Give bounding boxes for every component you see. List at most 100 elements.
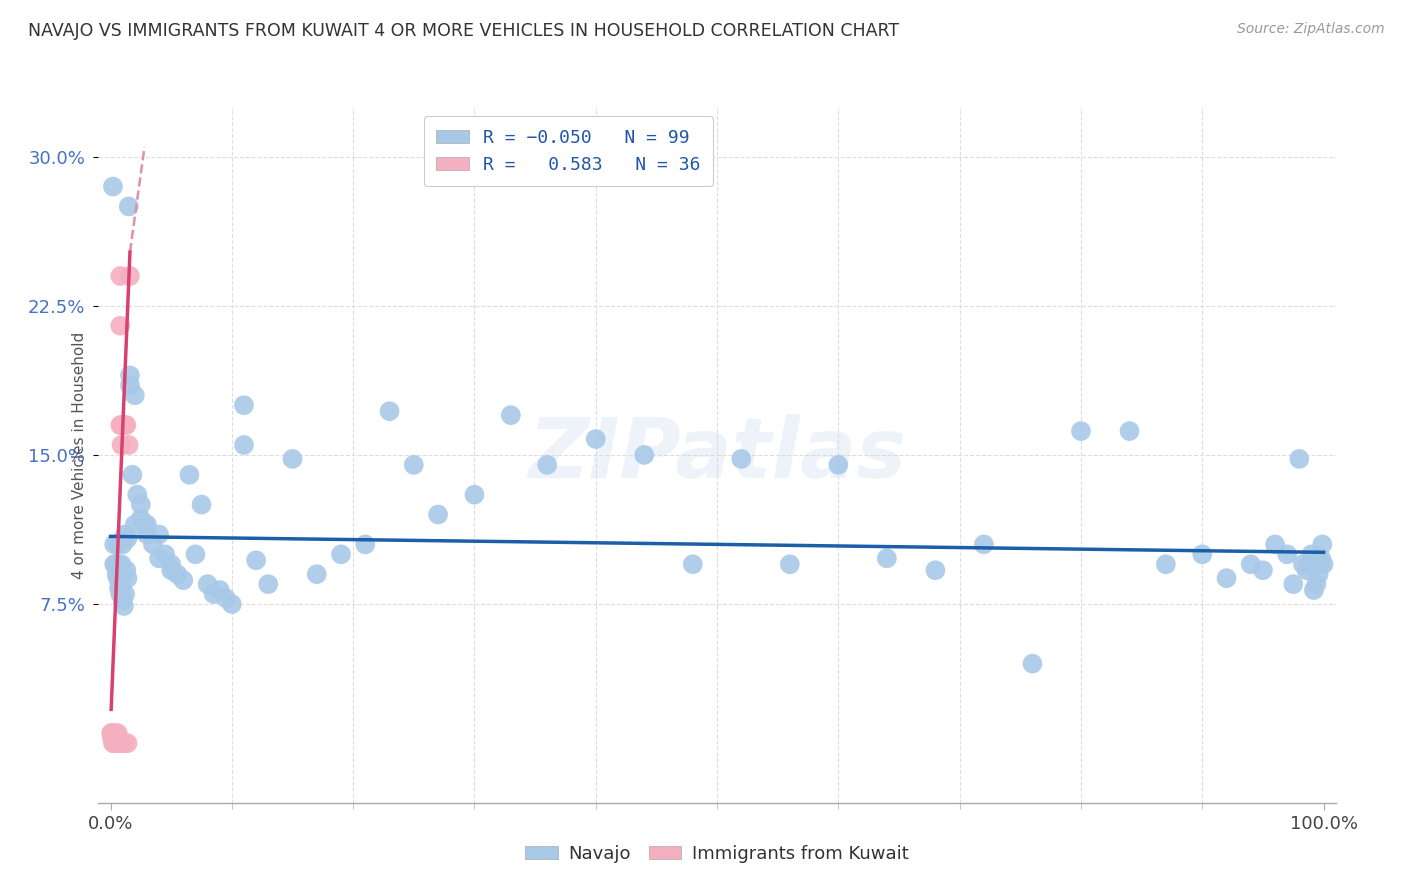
- Point: [101, 730, 124, 744]
- Point: [107, 736, 129, 750]
- Point: [101, 736, 124, 750]
- Point: [142, 537, 165, 551]
- Point: [101, 726, 124, 740]
- Point: [585, 432, 607, 446]
- Point: [129, 498, 152, 512]
- Point: [117, 571, 139, 585]
- Point: [153, 547, 176, 561]
- Point: [1308, 567, 1330, 582]
- Point: [1301, 547, 1323, 561]
- Point: [136, 517, 159, 532]
- Point: [111, 736, 134, 750]
- Point: [103, 558, 125, 572]
- Point: [1215, 571, 1237, 585]
- Point: [1118, 424, 1140, 438]
- Point: [1021, 657, 1043, 671]
- Y-axis label: 4 or more Vehicles in Household: 4 or more Vehicles in Household: [72, 331, 87, 579]
- Point: [215, 591, 238, 605]
- Point: [110, 438, 132, 452]
- Point: [1309, 558, 1331, 572]
- Point: [536, 458, 558, 472]
- Point: [114, 418, 136, 433]
- Point: [1312, 537, 1334, 551]
- Point: [104, 726, 127, 740]
- Point: [166, 567, 188, 582]
- Point: [1310, 551, 1333, 566]
- Point: [105, 736, 128, 750]
- Point: [103, 537, 125, 551]
- Point: [118, 438, 141, 452]
- Point: [160, 563, 183, 577]
- Point: [179, 467, 201, 482]
- Point: [1298, 558, 1320, 572]
- Point: [973, 537, 995, 551]
- Point: [257, 577, 280, 591]
- Point: [118, 368, 141, 383]
- Point: [876, 551, 898, 566]
- Point: [1264, 537, 1286, 551]
- Point: [827, 458, 849, 472]
- Point: [1292, 558, 1315, 572]
- Point: [107, 571, 129, 585]
- Point: [110, 268, 132, 283]
- Point: [118, 378, 141, 392]
- Point: [1191, 547, 1213, 561]
- Point: [148, 527, 170, 541]
- Point: [682, 558, 704, 572]
- Point: [103, 736, 125, 750]
- Point: [779, 558, 801, 572]
- Point: [103, 736, 125, 750]
- Point: [104, 730, 127, 744]
- Point: [103, 736, 125, 750]
- Point: [1154, 558, 1177, 572]
- Point: [114, 527, 136, 541]
- Point: [499, 408, 522, 422]
- Point: [110, 318, 132, 333]
- Point: [1295, 563, 1317, 577]
- Point: [124, 517, 146, 532]
- Point: [354, 537, 377, 551]
- Point: [111, 593, 134, 607]
- Point: [105, 736, 128, 750]
- Point: [184, 547, 207, 561]
- Point: [108, 736, 131, 750]
- Point: [924, 563, 946, 577]
- Text: NAVAJO VS IMMIGRANTS FROM KUWAIT 4 OR MORE VEHICLES IN HOUSEHOLD CORRELATION CHA: NAVAJO VS IMMIGRANTS FROM KUWAIT 4 OR MO…: [28, 22, 900, 40]
- Text: ZIPatlas: ZIPatlas: [529, 415, 905, 495]
- Point: [114, 587, 136, 601]
- Point: [202, 587, 225, 601]
- Point: [121, 467, 143, 482]
- Point: [110, 587, 132, 601]
- Point: [115, 418, 138, 433]
- Point: [134, 517, 156, 532]
- Point: [117, 736, 139, 750]
- Point: [1312, 558, 1334, 572]
- Point: [107, 558, 129, 572]
- Point: [110, 571, 132, 585]
- Point: [108, 567, 131, 582]
- Point: [110, 558, 132, 572]
- Point: [111, 537, 134, 551]
- Point: [1070, 424, 1092, 438]
- Point: [110, 418, 132, 433]
- Point: [148, 551, 170, 566]
- Point: [104, 558, 127, 572]
- Point: [221, 597, 243, 611]
- Point: [108, 567, 131, 582]
- Point: [100, 726, 122, 740]
- Point: [124, 388, 146, 402]
- Legend: Navajo, Immigrants from Kuwait: Navajo, Immigrants from Kuwait: [517, 838, 917, 871]
- Point: [111, 736, 134, 750]
- Point: [1282, 577, 1305, 591]
- Point: [245, 553, 267, 567]
- Point: [233, 438, 256, 452]
- Point: [1302, 583, 1324, 598]
- Point: [107, 736, 129, 750]
- Point: [107, 537, 129, 551]
- Point: [101, 179, 124, 194]
- Point: [104, 558, 127, 572]
- Point: [427, 508, 450, 522]
- Point: [105, 736, 128, 750]
- Point: [112, 599, 135, 613]
- Point: [1288, 451, 1310, 466]
